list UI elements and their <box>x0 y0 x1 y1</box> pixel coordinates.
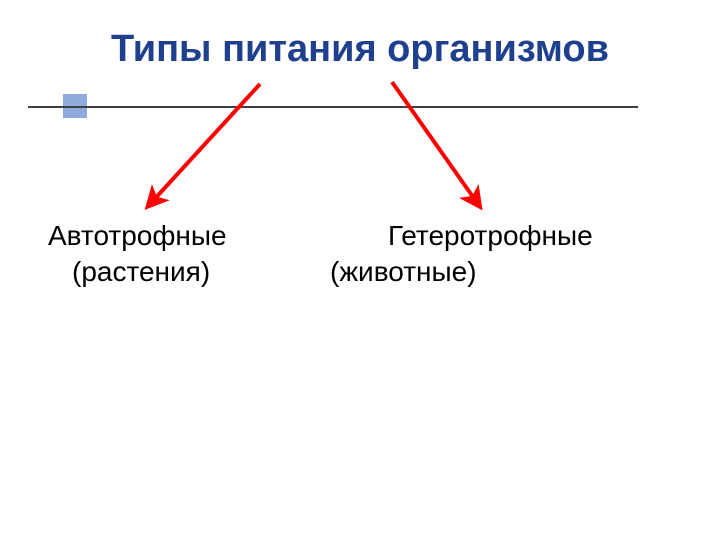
horizontal-rule <box>28 106 638 108</box>
title-underline <box>28 94 638 124</box>
heterotrophic-label: Гетеротрофные <box>388 220 593 252</box>
autotrophic-sublabel: (растения) <box>72 256 210 288</box>
heterotrophic-sublabel: (животные) <box>330 256 477 288</box>
page-title: Типы питания организмов <box>0 28 720 71</box>
autotrophic-label: Автотрофные <box>48 220 227 252</box>
title-area: Типы питания организмов <box>0 28 720 71</box>
